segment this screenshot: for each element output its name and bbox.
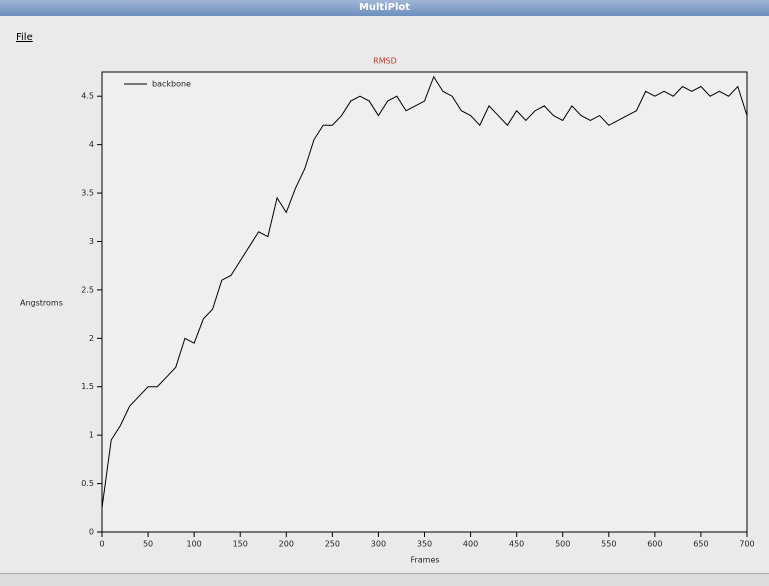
x-tick-label: 550 [601, 540, 616, 549]
menu-bar: File [0, 30, 769, 46]
legend-label: backbone [152, 80, 191, 89]
y-tick-label: 4.5 [81, 92, 94, 101]
window-title: MultiPlot [0, 0, 769, 16]
x-tick-label: 400 [463, 540, 478, 549]
chart-title: RMSD [373, 57, 397, 66]
y-tick-label: 1 [89, 431, 94, 440]
x-tick-label: 100 [187, 540, 202, 549]
y-axis-label: Angstroms [20, 299, 63, 308]
y-tick-label: 1.5 [81, 382, 94, 391]
x-tick-label: 650 [693, 540, 708, 549]
y-tick-label: 3 [89, 237, 94, 246]
data-line [101, 75, 748, 508]
x-tick-label: 600 [647, 540, 662, 549]
plot-area [101, 71, 748, 533]
menu-item[interactable]: File [16, 32, 33, 43]
chart: RMSD Frames Angstroms 0 0.5 1 1.5 2 2.5 3 3.5 4 4… [20, 57, 755, 565]
x-tick-label: 450 [509, 540, 524, 549]
x-tick-label: 350 [417, 540, 432, 549]
x-tick-label: 200 [279, 540, 294, 549]
y-tick-label: 4 [89, 140, 94, 149]
y-tick-label: 2.5 [81, 285, 94, 294]
y-tick-label: 0.5 [81, 479, 94, 488]
x-tick-label: 0 [99, 540, 104, 549]
x-tick-label: 500 [555, 540, 570, 549]
y-tick-label: 3.5 [81, 189, 94, 198]
x-tick-label: 150 [233, 540, 248, 549]
x-tick-label: 700 [739, 540, 754, 549]
y-tick-label: 0 [89, 528, 94, 537]
x-axis-label: Frames [410, 556, 439, 565]
x-tick-label: 300 [371, 540, 386, 549]
x-tick-label: 50 [143, 540, 153, 549]
y-tick-label: 2 [89, 334, 94, 343]
x-tick-label: 250 [325, 540, 340, 549]
scrollbar[interactable] [0, 573, 769, 586]
